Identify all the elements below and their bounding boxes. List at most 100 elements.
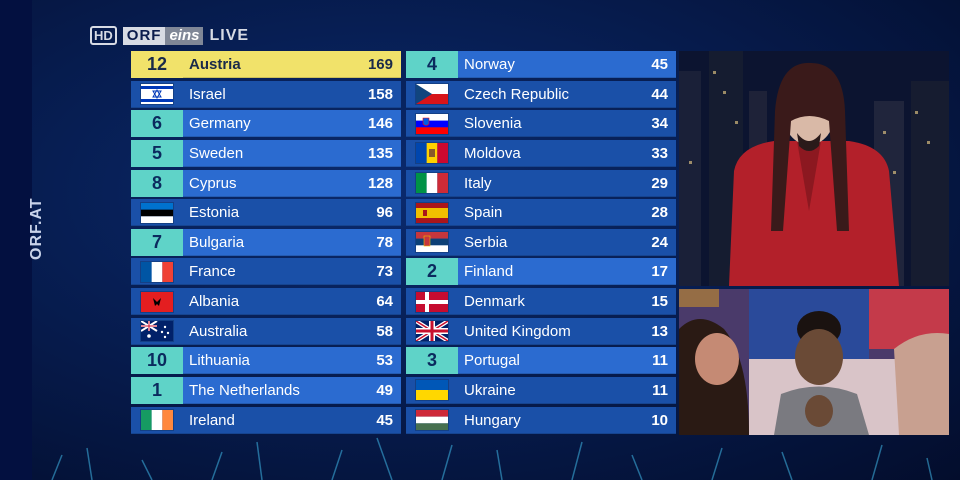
green-room-video-frame [679, 289, 949, 435]
result-row: 1 The Netherlands 49 [131, 376, 401, 404]
orf-logo: ORF [122, 26, 166, 45]
spokesperson-video-frame [679, 51, 949, 286]
flag-cell [406, 81, 458, 108]
flag-ee-icon [140, 201, 174, 224]
hd-badge: HD [90, 26, 117, 45]
total-score: 58 [376, 322, 393, 340]
total-score: 45 [376, 411, 393, 429]
flag-cell [406, 288, 458, 315]
total-score: 169 [367, 56, 393, 73]
flag-al-icon [140, 290, 174, 313]
result-row: France 73 [131, 258, 401, 286]
result-row: Italy 29 [406, 169, 676, 197]
flag-gb-icon [415, 320, 449, 343]
awarded-points: 6 [151, 113, 162, 134]
result-row: Estonia 96 [131, 199, 401, 227]
total-score: 15 [651, 293, 668, 310]
country-name: United Kingdom [464, 322, 571, 340]
country-name: Portugal [464, 352, 520, 370]
result-row: 3 Portugal 11 [406, 347, 676, 375]
total-score: 49 [376, 381, 393, 399]
flag-cell [406, 170, 458, 197]
total-score: 34 [651, 115, 668, 133]
awarded-points: 10 [146, 350, 168, 371]
flag-cell [406, 110, 458, 137]
awarded-points: 7 [151, 231, 162, 252]
flag-rs-icon [415, 231, 449, 254]
awarded-points: 12 [146, 54, 168, 74]
country-name: Ireland [189, 411, 235, 429]
total-score: 135 [367, 144, 393, 162]
result-row: 6 Germany 146 [131, 110, 401, 138]
country-name: Sweden [189, 144, 244, 162]
total-score: 10 [651, 411, 668, 429]
flag-cz-icon [415, 83, 449, 106]
country-name: Germany [189, 115, 251, 133]
flag-cell [131, 288, 183, 315]
total-score: 73 [376, 263, 393, 281]
flag-cell [406, 318, 458, 345]
total-score: 146 [367, 115, 393, 133]
awarded-points-cell: 4 [406, 51, 458, 78]
result-row: 7 Bulgaria 78 [131, 228, 401, 256]
result-row: Israel 158 [131, 80, 401, 108]
total-score: 45 [651, 56, 668, 73]
flag-cell [131, 199, 183, 226]
awarded-points-cell: 12 [131, 51, 183, 78]
awarded-points-cell: 1 [131, 376, 183, 404]
result-row: 8 Cyprus 128 [131, 169, 401, 197]
total-score: 44 [651, 85, 668, 103]
scoreboard: 12 Austria 169 Israel 158 6 Germany 146 5 Sweden 1… [131, 51, 676, 435]
total-score: 53 [376, 352, 393, 370]
result-row: Serbia 24 [406, 228, 676, 256]
flag-dk-icon [415, 290, 449, 313]
result-row: Spain 28 [406, 199, 676, 227]
total-score: 96 [376, 204, 393, 222]
total-score: 33 [651, 144, 668, 162]
country-name: Serbia [464, 233, 508, 251]
awarded-points-cell: 5 [131, 139, 183, 167]
result-row: 4 Norway 45 [406, 51, 676, 78]
country-name: Estonia [189, 204, 240, 222]
result-row: Denmark 15 [406, 288, 676, 315]
flag-cell [406, 229, 458, 256]
flag-ua-icon [415, 379, 449, 402]
awarded-points: 3 [426, 350, 437, 371]
flag-md-icon [415, 142, 449, 165]
total-score: 28 [651, 204, 668, 222]
flag-cell [406, 199, 458, 226]
total-score: 78 [376, 233, 393, 251]
country-name: Australia [189, 322, 248, 340]
country-name: Bulgaria [189, 233, 245, 251]
flag-es-icon [415, 201, 449, 224]
country-name: Cyprus [189, 174, 237, 192]
awarded-points-cell: 8 [131, 169, 183, 197]
channel-logo: HD ORF eins LIVE [90, 26, 249, 45]
awarded-points: 2 [426, 261, 437, 282]
country-name: Norway [464, 56, 515, 73]
result-row: Slovenia 34 [406, 110, 676, 138]
result-row: Australia 58 [131, 317, 401, 345]
result-row: Hungary 10 [406, 406, 676, 434]
result-row: Ireland 45 [131, 406, 401, 434]
flag-cell [131, 258, 183, 285]
flag-au-icon [140, 320, 174, 343]
total-score: 29 [651, 174, 668, 192]
country-name: Lithuania [189, 352, 250, 370]
flag-cell [406, 407, 458, 434]
country-name: Hungary [464, 411, 521, 429]
country-name: Denmark [464, 293, 525, 310]
country-name: Czech Republic [464, 85, 570, 103]
video-inset-spokesperson [679, 51, 949, 286]
flag-cell [131, 81, 183, 108]
awarded-points-cell: 2 [406, 258, 458, 286]
total-score: 11 [652, 381, 668, 399]
flag-il-icon [140, 83, 174, 106]
flag-hu-icon [415, 409, 449, 431]
scoreboard-column-left: 12 Austria 169 Israel 158 6 Germany 146 5 Sweden 1… [131, 51, 401, 436]
country-name: Italy [464, 174, 492, 192]
total-score: 11 [652, 352, 668, 370]
country-name: France [189, 263, 236, 281]
result-row: Czech Republic 44 [406, 80, 676, 108]
country-name: Ukraine [464, 381, 516, 399]
